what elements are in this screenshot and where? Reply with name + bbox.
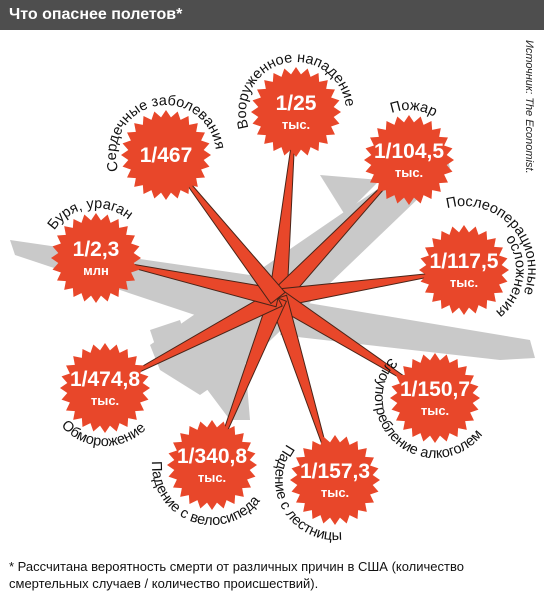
node-value: 1/25 bbox=[276, 92, 317, 115]
node-value: 1/474,8 bbox=[70, 368, 140, 391]
starburst bbox=[419, 225, 509, 315]
starburst bbox=[290, 435, 380, 525]
starburst bbox=[60, 343, 150, 433]
node-unit: тыс. bbox=[450, 275, 478, 290]
node-value: 1/104,5 bbox=[374, 140, 444, 163]
spike bbox=[165, 154, 286, 305]
node-value: 1/150,7 bbox=[400, 378, 470, 401]
node-value: 1/157,3 bbox=[300, 460, 370, 483]
node-unit: тыс. bbox=[198, 470, 226, 485]
node-label-path: Пожар bbox=[388, 98, 439, 121]
node-value: 1/117,5 bbox=[430, 250, 499, 273]
node-value: 1/2,3 bbox=[73, 238, 120, 261]
starburst bbox=[251, 67, 341, 157]
starburst bbox=[121, 110, 211, 200]
node-label: Пожар bbox=[388, 98, 439, 121]
title: Что опаснее полетов* bbox=[9, 6, 183, 23]
node-value: 1/467 bbox=[140, 144, 193, 167]
source: Источник: The Economist. bbox=[523, 40, 535, 174]
node-unit: тыс. bbox=[282, 117, 310, 132]
title-bar: Что опаснее полетов* bbox=[0, 0, 544, 30]
node-unit: тыс. bbox=[421, 403, 449, 418]
node: 1/104,5 тыс. Пожар bbox=[364, 98, 454, 205]
footnote: * Рассчитана вероятность смерти от разли… bbox=[9, 559, 464, 591]
node-unit: млн bbox=[83, 263, 109, 278]
starburst bbox=[51, 213, 141, 303]
node-unit: тыс. bbox=[395, 165, 423, 180]
node-unit: тыс. bbox=[91, 393, 119, 408]
starburst bbox=[167, 420, 257, 510]
node-unit: тыс. bbox=[321, 485, 349, 500]
starburst bbox=[364, 115, 454, 205]
node-value: 1/340,8 bbox=[177, 445, 247, 468]
diagram: Источник: The Economist. 1/25тыс.Вооруже… bbox=[10, 40, 540, 544]
starburst bbox=[390, 353, 480, 443]
